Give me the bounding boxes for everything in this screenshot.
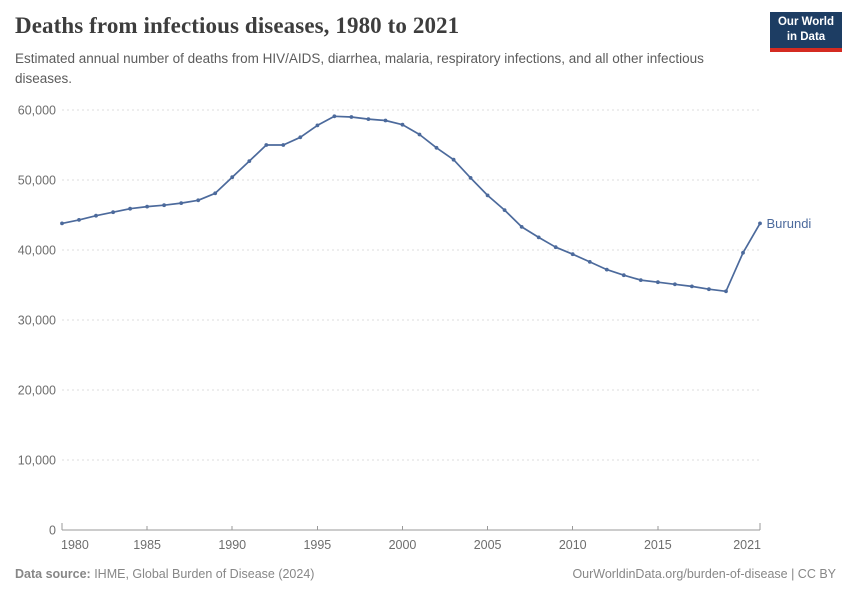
data-point-2001[interactable]: [417, 132, 422, 137]
chart-subtitle: Estimated annual number of deaths from H…: [15, 51, 704, 87]
data-point-2006[interactable]: [502, 208, 507, 213]
data-point-2012[interactable]: [604, 267, 609, 272]
data-point-2014[interactable]: [638, 278, 643, 282]
data-point-2020[interactable]: [741, 250, 745, 255]
x-axis-label-1980: 1980: [61, 538, 89, 552]
data-point-2000[interactable]: [400, 122, 405, 127]
data-point-2010[interactable]: [570, 252, 575, 257]
data-point-2004[interactable]: [468, 176, 473, 180]
data-point-2013[interactable]: [621, 273, 626, 278]
y-axis-label-50000: 50,000: [18, 174, 56, 188]
x-axis-label-2005: 2005: [474, 538, 502, 552]
data-point-1981[interactable]: [77, 218, 81, 222]
x-axis-label-1995: 1995: [303, 538, 331, 552]
y-axis-label-0: 0: [49, 524, 56, 538]
data-source-label: Data source:: [15, 567, 91, 581]
data-point-1999[interactable]: [383, 118, 388, 123]
y-axis-label-60000: 60,000: [18, 104, 56, 118]
data-point-1986[interactable]: [162, 203, 167, 208]
owid-logo: Our World in Data: [770, 12, 842, 52]
data-point-1987[interactable]: [179, 201, 184, 206]
data-source-value: IHME, Global Burden of Disease (2024): [90, 567, 315, 581]
data-point-1984[interactable]: [128, 206, 133, 211]
page-title: Deaths from infectious diseases, 1980 to…: [15, 13, 460, 38]
logo-line-1: Our World: [777, 16, 834, 29]
y-axis-label-10000: 10,000: [18, 454, 56, 468]
data-point-1993[interactable]: [281, 143, 286, 147]
y-axis-label-30000: 30,000: [18, 314, 56, 328]
data-point-1996[interactable]: [332, 114, 337, 119]
data-point-1994[interactable]: [298, 135, 303, 140]
x-axis-label-2021: 2021: [733, 538, 761, 552]
data-point-2011[interactable]: [587, 260, 592, 264]
data-point-2002[interactable]: [434, 145, 439, 150]
data-point-2017[interactable]: [690, 284, 694, 289]
chart-footer: Data source: IHME, Global Burden of Dise…: [15, 567, 836, 581]
data-point-2009[interactable]: [553, 245, 558, 250]
data-point-2016[interactable]: [673, 282, 677, 287]
license-link[interactable]: OurWorldinData.org/burden-of-disease | C…: [572, 567, 836, 581]
data-point-1992[interactable]: [264, 143, 269, 147]
data-point-1997[interactable]: [349, 115, 354, 119]
data-point-1985[interactable]: [145, 204, 150, 209]
series-label-burundi[interactable]: Burundi: [767, 216, 812, 231]
data-point-2018[interactable]: [707, 287, 711, 292]
x-axis-label-2015: 2015: [644, 538, 672, 552]
y-axis-label-20000: 20,000: [18, 384, 56, 398]
data-point-2021[interactable]: [758, 221, 762, 226]
data-point-1980[interactable]: [60, 221, 64, 226]
data-source: Data source: IHME, Global Burden of Dise…: [15, 567, 314, 581]
series-line-burundi[interactable]: [61, 115, 761, 293]
data-point-2008[interactable]: [536, 235, 541, 240]
data-point-1998[interactable]: [366, 117, 371, 121]
data-point-1988[interactable]: [196, 198, 201, 203]
data-point-1983[interactable]: [111, 210, 115, 215]
x-axis-label-2010: 2010: [559, 538, 587, 552]
data-point-1991[interactable]: [247, 159, 252, 164]
data-point-2007[interactable]: [519, 225, 524, 229]
x-axis-label-1990: 1990: [218, 538, 246, 552]
data-point-1982[interactable]: [94, 213, 98, 218]
x-axis-label-2000: 2000: [389, 538, 417, 552]
data-point-1989[interactable]: [213, 191, 218, 196]
chart-header: Deaths from infectious diseases, 1980 to…: [15, 13, 760, 90]
x-axis-label-1985: 1985: [133, 538, 161, 552]
data-point-1995[interactable]: [315, 123, 320, 128]
data-point-2019[interactable]: [724, 289, 728, 294]
logo-line-2: in Data: [786, 31, 826, 43]
y-axis-label-40000: 40,000: [18, 244, 56, 258]
data-point-2003[interactable]: [451, 157, 456, 162]
data-point-2015[interactable]: [656, 280, 660, 285]
data-point-1990[interactable]: [230, 175, 235, 180]
data-point-2005[interactable]: [485, 193, 490, 198]
